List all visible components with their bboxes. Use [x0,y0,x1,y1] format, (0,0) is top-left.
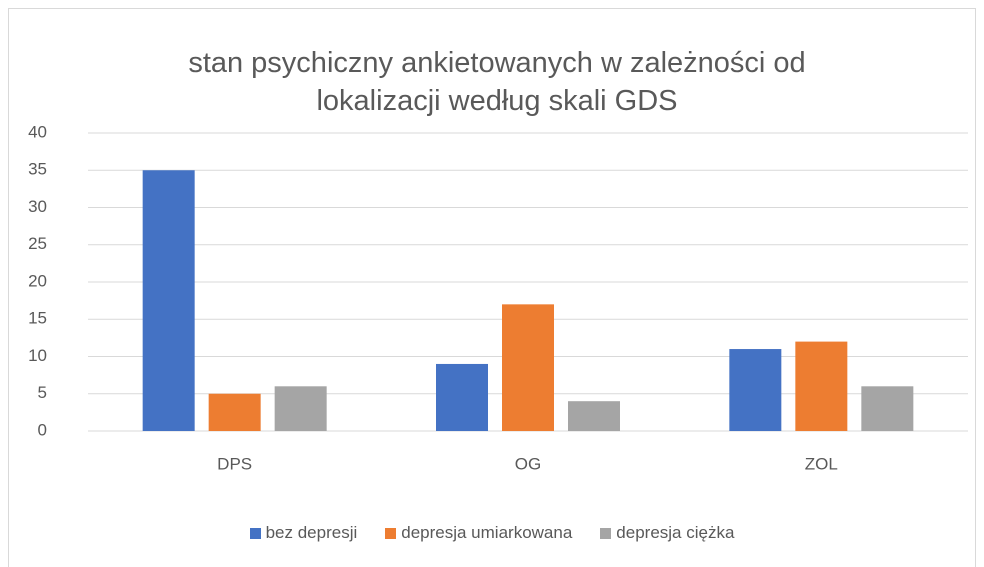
bar [568,401,620,431]
legend-swatch [600,527,612,539]
y-tick-label: 30 [28,197,47,216]
legend: bez depresji depresja umiarkowana depresja… [0,523,984,543]
bar [142,170,195,431]
y-tick-label: 0 [38,420,47,439]
bar [274,386,327,431]
legend-label: depresja ciężka [616,523,735,542]
legend-item: bez depresji [249,523,358,543]
x-tick-label: DPS [217,454,252,473]
x-tick-label: ZOL [805,454,838,473]
bar [795,341,848,431]
legend-item: depresja ciężka [600,523,734,543]
y-tick-label: 35 [28,160,47,179]
chart-title: stan psychiczny ankietowanych w zależnoś… [188,47,806,117]
bar [861,386,914,431]
bar [729,349,782,431]
legend-label: depresja umiarkowana [401,523,573,542]
legend-swatch [385,527,397,539]
bar [502,304,554,431]
x-tick-label: OG [515,454,541,473]
y-tick-label: 15 [28,309,47,328]
legend-swatch [249,527,261,539]
y-tick-label: 25 [28,234,47,253]
bar [436,363,488,431]
y-tick-label: 20 [28,271,47,290]
y-tick-label: 5 [38,383,47,402]
chart-border [8,8,976,567]
bar [208,393,261,431]
legend-label: bez depresji [265,523,358,542]
y-tick-label: 10 [28,346,47,365]
legend-item: depresja umiarkowana [385,523,572,543]
y-tick-label: 40 [28,122,47,141]
